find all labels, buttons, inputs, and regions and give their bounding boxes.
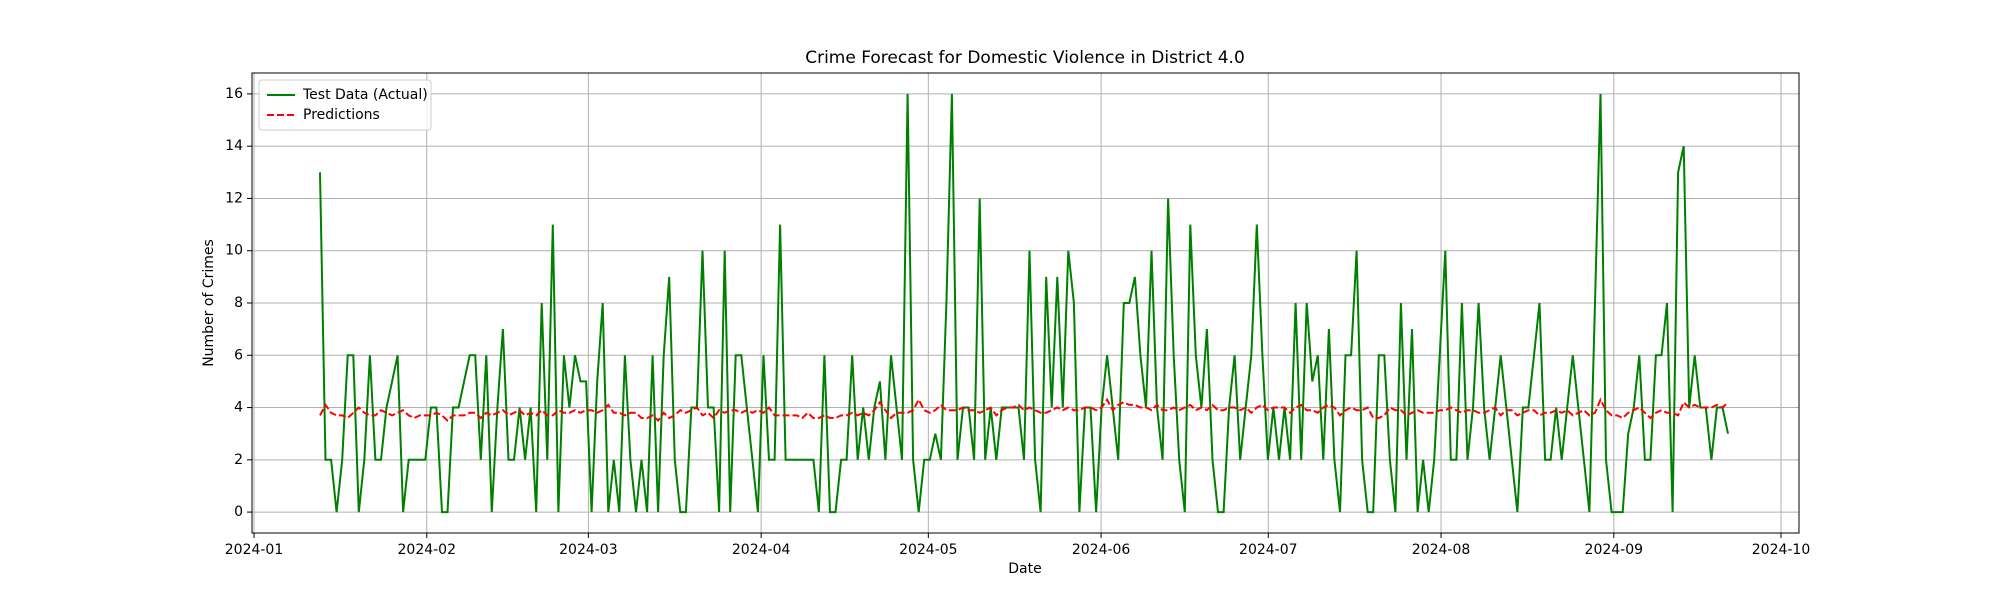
y-tick-label: 10 (225, 243, 243, 259)
data-line (319, 397, 1729, 423)
y-tick-label: 8 (234, 295, 243, 311)
x-tick-label: 2024-08 (1412, 542, 1471, 558)
data-line (319, 93, 1729, 514)
y-tick-label: 0 (234, 504, 243, 520)
x-tick-label: 2024-07 (1239, 542, 1298, 558)
grid (252, 73, 1799, 533)
x-tick-label: 2024-09 (1585, 542, 1644, 558)
y-tick-label: 4 (234, 400, 243, 416)
y-tick-label: 6 (234, 347, 243, 363)
x-axis-label: Date (1008, 561, 1041, 577)
x-tick-label: 2024-06 (1072, 542, 1131, 558)
x-tick-label: 2024-02 (398, 542, 457, 558)
chart-title: Crime Forecast for Domestic Violence in … (805, 48, 1245, 68)
y-tick-label: 16 (225, 86, 243, 102)
y-tick-label: 12 (225, 190, 243, 206)
legend-label: Predictions (303, 107, 380, 123)
legend-label: Test Data (Actual) (302, 87, 428, 103)
y-tick-label: 14 (225, 138, 243, 154)
y-tick-label: 2 (234, 452, 243, 468)
y-axis-label: Number of Crimes (201, 239, 217, 367)
x-tick-label: 2024-04 (732, 542, 791, 558)
x-tick-label: 2024-03 (559, 542, 618, 558)
x-tick-label: 2024-10 (1752, 542, 1811, 558)
x-tick-label: 2024-01 (225, 542, 284, 558)
plot-frame (251, 72, 1800, 534)
legend-box (258, 79, 432, 131)
x-tick-label: 2024-05 (899, 542, 958, 558)
